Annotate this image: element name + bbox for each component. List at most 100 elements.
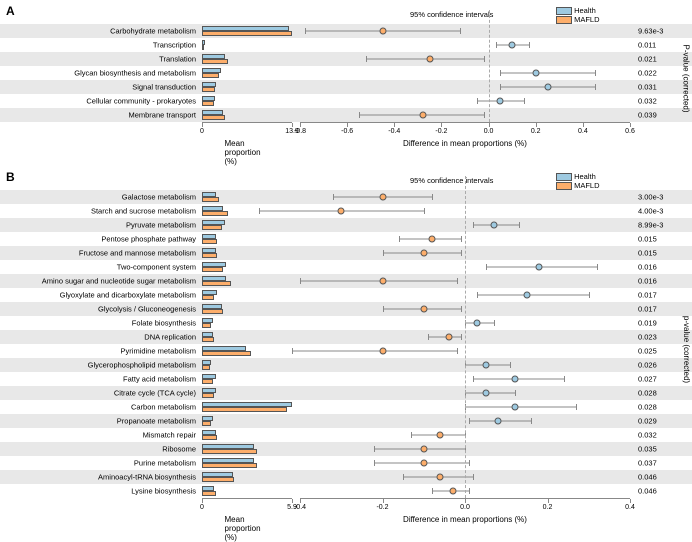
pvalue: 0.016	[638, 263, 657, 272]
bar-mafld	[202, 73, 219, 77]
bar-health	[202, 360, 211, 364]
bar-mafld	[202, 239, 217, 243]
data-row: Carbohydrate metabolism9.63e-3	[0, 24, 692, 38]
forest-axis-title: Difference in mean proportions (%)	[403, 139, 527, 148]
data-row: Pyrimidine metabolism 0.025	[0, 344, 692, 358]
pvalue: 4.00e-3	[638, 207, 663, 216]
row-label: Glyoxylate and dicarboxylate metabolism	[0, 291, 196, 300]
forest-point	[445, 334, 452, 341]
pvalue: 0.025	[638, 347, 657, 356]
pvalue: 0.029	[638, 417, 657, 426]
bar-health	[202, 458, 254, 462]
pvalue: 0.037	[638, 459, 657, 468]
pvalue: 3.00e-3	[638, 193, 663, 202]
pvalue: 0.035	[638, 445, 657, 454]
bar-axis: 013.9Mean proportion (%)	[202, 122, 292, 123]
forest-point	[497, 98, 504, 105]
row-label: Glycolysis / Gluconeogenesis	[0, 305, 196, 314]
bar-health	[202, 486, 214, 490]
data-row: Mismatch repair0.032	[0, 428, 692, 442]
bar-mafld	[202, 253, 217, 257]
data-row: Citrate cycle (TCA cycle)0.028	[0, 386, 692, 400]
pvalue: 0.019	[638, 319, 657, 328]
forest-point	[523, 292, 530, 299]
row-label: Starch and sucrose metabolism	[0, 207, 196, 216]
row-label: Two-component system	[0, 263, 196, 272]
bar-mafld	[202, 337, 214, 341]
rows-b: Galactose metabolism3.00e-3Starch and su…	[0, 190, 692, 498]
pvalue: 0.017	[638, 291, 657, 300]
bar-mafld	[202, 101, 214, 105]
forest-point	[474, 320, 481, 327]
row-label: Pentose phosphate pathway	[0, 235, 196, 244]
bar-health	[202, 110, 223, 114]
pvalue: 0.016	[638, 277, 657, 286]
row-label: Signal transduction	[0, 83, 196, 92]
bar-health	[202, 402, 292, 406]
data-row: Galactose metabolism3.00e-3	[0, 190, 692, 204]
bar-mafld	[202, 309, 223, 313]
pvalue: 0.021	[638, 55, 657, 64]
bar-mafld	[202, 115, 225, 119]
bar-health	[202, 54, 225, 58]
bar-mafld	[202, 449, 257, 453]
data-row: Fructose and mannose metabolism0.015	[0, 246, 692, 260]
row-label: Translation	[0, 55, 196, 64]
row-label: Propanoate metabolism	[0, 417, 196, 426]
bar-health	[202, 290, 217, 294]
bar-mafld	[202, 463, 257, 467]
data-row: Fatty acid metabolism0.027	[0, 372, 692, 386]
row-label: Glycerophospholipid metabolism	[0, 361, 196, 370]
ci-line	[366, 59, 484, 60]
bar-mafld	[202, 281, 231, 285]
bar-mafld	[202, 323, 211, 327]
bar-mafld	[202, 407, 287, 411]
forest-point	[490, 222, 497, 229]
row-label: Carbon metabolism	[0, 403, 196, 412]
bar-mafld	[202, 351, 251, 355]
ci-line	[465, 393, 515, 394]
bar-health	[202, 248, 216, 252]
row-label: Fructose and mannose metabolism	[0, 249, 196, 258]
forest-point	[544, 84, 551, 91]
pvalue: 9.63e-3	[638, 27, 663, 36]
data-row: Signal transduction0.031	[0, 80, 692, 94]
bar-health	[202, 234, 216, 238]
pvalue: 0.022	[638, 69, 657, 78]
pvalue: 0.039	[638, 111, 657, 120]
bar-health	[202, 332, 213, 336]
pvalue: 0.026	[638, 361, 657, 370]
bar-mafld	[202, 267, 223, 271]
row-label: Pyrimidine metabolism	[0, 347, 196, 356]
data-row: Amino sugar and nucleotide sugar metabol…	[0, 274, 692, 288]
bar-mafld	[202, 45, 204, 49]
forest-point	[429, 236, 436, 243]
row-label: Transcription	[0, 41, 196, 50]
forest-point	[420, 250, 427, 257]
bar-health	[202, 276, 226, 280]
bar-health	[202, 96, 215, 100]
forest-point	[511, 376, 518, 383]
bar-health	[202, 374, 216, 378]
data-row: Carbon metabolism0.028	[0, 400, 692, 414]
panel-a-label: A	[6, 4, 15, 18]
bar-mafld	[202, 393, 214, 397]
row-label: Cellular community - prokaryotes	[0, 97, 196, 106]
bar-mafld	[202, 435, 217, 439]
forest-axis: -0.8-0.6-0.4-0.20.00.20.40.6Difference i…	[300, 122, 630, 123]
forest-point	[379, 194, 386, 201]
data-row: Propanoate metabolism 0.029	[0, 414, 692, 428]
pvalue: 0.028	[638, 389, 657, 398]
forest-point	[420, 460, 427, 467]
data-row: Transcription 0.011	[0, 38, 692, 52]
data-row: Membrane transport0.039	[0, 108, 692, 122]
bar-mafld	[202, 365, 210, 369]
forest-point	[509, 42, 516, 49]
data-row: Starch and sucrose metabolism 4.00e-3	[0, 204, 692, 218]
pvalue: 0.011	[638, 41, 656, 50]
data-row: Glyoxylate and dicarboxylate metabolism 0…	[0, 288, 692, 302]
pvalue: 0.046	[638, 487, 657, 496]
data-row: Aminoacyl-tRNA biosynthesis0.046	[0, 470, 692, 484]
pvalue: 0.015	[638, 235, 657, 244]
bar-health	[202, 206, 223, 210]
